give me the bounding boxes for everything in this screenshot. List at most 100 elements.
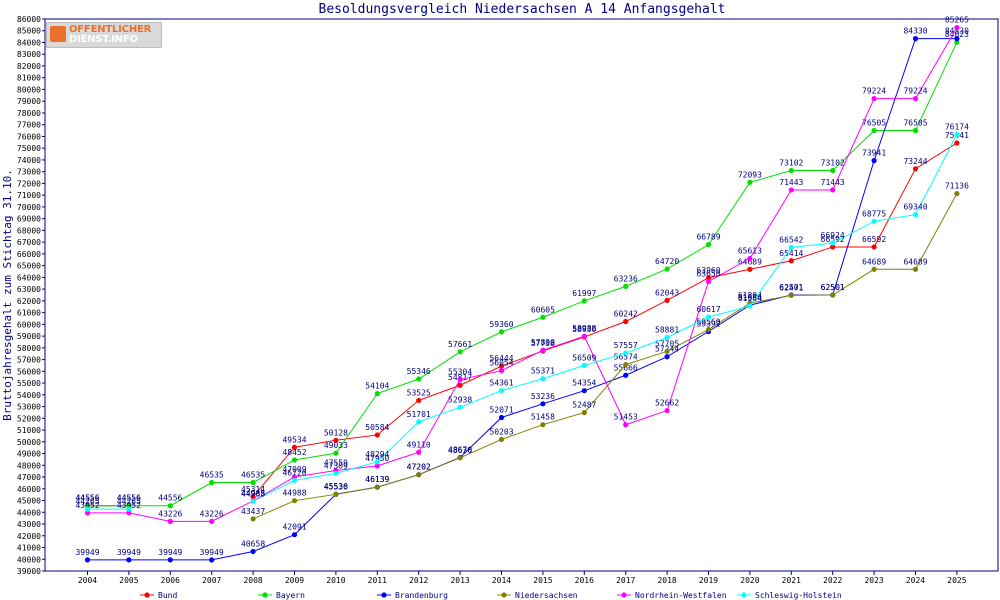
- x-tick-label: 2006: [161, 576, 180, 585]
- data-label: 57661: [448, 340, 472, 349]
- x-tick-label: 2017: [616, 576, 635, 585]
- data-label: 60605: [531, 305, 555, 314]
- data-label: 71443: [779, 178, 803, 187]
- data-point: [498, 329, 505, 335]
- data-label: 44265: [75, 497, 99, 506]
- series-nordrhein-westfalen: 43952 43952 43226 43226 44965 47009 47559 47950…: [75, 16, 969, 524]
- legend-label: Schleswig-Holstein: [755, 591, 842, 600]
- data-label: 57800: [531, 338, 555, 347]
- y-tick-label: 54000: [17, 391, 41, 400]
- data-point: [167, 518, 173, 524]
- y-tick-label: 48000: [17, 461, 41, 470]
- data-label: 65613: [738, 246, 762, 255]
- y-tick-label: 68000: [17, 226, 41, 235]
- data-label: 59560: [696, 318, 720, 327]
- data-label: 52662: [655, 399, 679, 408]
- data-point: [540, 314, 546, 320]
- y-tick-label: 44000: [17, 508, 41, 517]
- data-label: 66924: [821, 231, 845, 240]
- data-point: [664, 407, 670, 414]
- data-label: 43226: [158, 509, 182, 518]
- data-label: 79224: [862, 87, 886, 96]
- data-point: [747, 255, 753, 262]
- data-point: [498, 436, 505, 443]
- data-label: 66789: [696, 233, 720, 242]
- data-point: [912, 166, 919, 172]
- data-label: 76505: [862, 119, 886, 128]
- data-point: [540, 376, 546, 382]
- y-tick-label: 60000: [17, 320, 41, 329]
- data-point: [664, 348, 670, 354]
- data-label: 66542: [779, 236, 803, 245]
- data-label: 46139: [365, 475, 389, 484]
- data-point: [498, 363, 505, 369]
- data-label: 43437: [241, 507, 265, 516]
- y-axis-ticks: 39000 40000 41000 42000 43000 44000 45000 46000…: [17, 15, 45, 576]
- legend-label: Bund: [158, 591, 177, 600]
- y-tick-label: 43000: [17, 520, 41, 529]
- data-point: [416, 472, 422, 478]
- data-point: [830, 167, 836, 174]
- data-label: 64689: [862, 257, 886, 266]
- data-label: 73102: [779, 158, 803, 167]
- data-label: 39949: [75, 548, 99, 557]
- legend-swatch-marker: [381, 592, 387, 598]
- y-tick-label: 39000: [17, 567, 41, 576]
- data-point: [954, 39, 960, 45]
- series-line: [252, 193, 958, 520]
- y-tick-label: 41000: [17, 544, 41, 553]
- data-label: 68775: [862, 209, 886, 218]
- data-point: [871, 95, 877, 102]
- data-label: 62471: [779, 283, 803, 292]
- data-label: 58930: [572, 325, 596, 334]
- y-tick-label: 85000: [17, 27, 41, 36]
- y-tick-label: 78000: [17, 109, 41, 118]
- data-label: 64689: [738, 257, 762, 266]
- y-tick-label: 82000: [17, 62, 41, 71]
- data-point: [830, 292, 836, 298]
- data-label: 63236: [614, 274, 638, 283]
- x-tick-label: 2021: [782, 576, 801, 585]
- x-tick-label: 2007: [202, 576, 221, 585]
- y-tick-label: 40000: [17, 555, 41, 564]
- data-point: [457, 404, 463, 410]
- data-point: [126, 506, 132, 512]
- data-label: 52071: [489, 405, 513, 414]
- series-bayern: 44556 44556 44556 46535 46535 48452 49033 54104…: [75, 30, 969, 509]
- data-label: 57557: [614, 341, 638, 350]
- y-tick-label: 55000: [17, 379, 41, 388]
- x-tick-label: 2023: [864, 576, 883, 585]
- legend-label: Bayern: [276, 591, 305, 600]
- y-tick-label: 83000: [17, 50, 41, 59]
- x-tick-label: 2008: [243, 576, 262, 585]
- data-point: [705, 275, 712, 281]
- data-label: 54361: [489, 379, 513, 388]
- data-point: [333, 437, 339, 443]
- data-point: [374, 432, 380, 438]
- legend-item: Brandenburg: [377, 591, 448, 600]
- data-point: [250, 494, 256, 500]
- data-point: [416, 376, 422, 382]
- data-point: [871, 127, 877, 134]
- data-label: 47009: [282, 465, 306, 474]
- y-tick-label: 42000: [17, 532, 41, 541]
- y-tick-label: 52000: [17, 414, 41, 423]
- y-tick-label: 62000: [17, 297, 41, 306]
- legend-swatch-marker: [144, 592, 150, 598]
- data-label: 73941: [862, 149, 886, 158]
- y-tick-label: 84000: [17, 38, 41, 47]
- data-point: [333, 470, 339, 477]
- y-tick-label: 75000: [17, 144, 41, 153]
- x-tick-label: 2005: [119, 576, 138, 585]
- data-label: 53236: [531, 392, 555, 401]
- y-tick-label: 80000: [17, 85, 41, 94]
- data-label: 65414: [779, 249, 803, 258]
- data-label: 61634: [738, 293, 762, 302]
- legend-label: Brandenburg: [395, 591, 448, 600]
- data-label: 44938: [241, 489, 265, 498]
- data-label: 55371: [531, 367, 555, 376]
- data-point: [374, 484, 380, 490]
- data-label: 54354: [572, 379, 596, 388]
- data-label: 50584: [365, 423, 389, 432]
